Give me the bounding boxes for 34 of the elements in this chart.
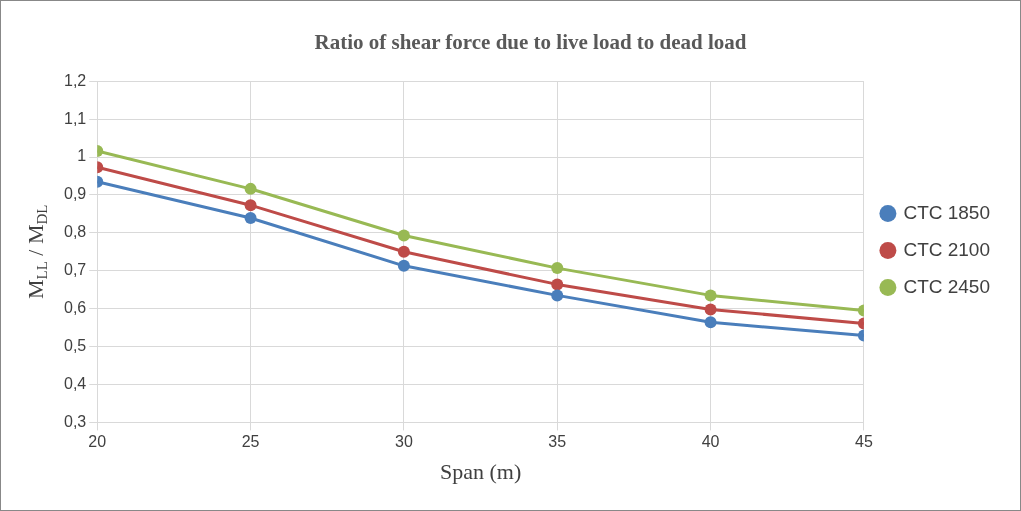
y-tick-label: 0,9 <box>63 185 87 203</box>
y-axis-title: MLL / MDL <box>23 204 50 300</box>
y-tick-label: 0,7 <box>63 261 87 279</box>
point <box>551 278 564 291</box>
x-tick-label: 30 <box>395 433 413 451</box>
x-tick-label: 45 <box>855 433 873 451</box>
point <box>704 289 717 302</box>
x-tick-label: 35 <box>548 433 567 451</box>
point <box>551 262 564 275</box>
y-tick-label: 1 <box>77 147 87 165</box>
y-tick-label: 0,4 <box>63 374 87 392</box>
legend-label: CTC 1850 <box>903 201 991 223</box>
legend-label: CTC 2450 <box>903 275 991 297</box>
x-tick-label: 20 <box>88 433 107 451</box>
x-tick-label: 40 <box>701 433 720 451</box>
chart-title: Ratio of shear force due to live load to dead load <box>314 30 747 55</box>
point <box>244 182 257 195</box>
y-tick-label: 1,2 <box>63 71 87 89</box>
point <box>397 245 410 258</box>
point <box>397 259 410 272</box>
x-axis-title: Span (m) <box>439 458 522 484</box>
y-tick-label: 0,5 <box>63 336 87 354</box>
point <box>704 303 717 316</box>
y-tick-label: 1,1 <box>63 109 87 127</box>
point <box>244 212 257 225</box>
x-tick-label: 25 <box>241 433 260 451</box>
point <box>397 229 410 242</box>
y-tick-label: 0,6 <box>63 299 87 317</box>
legend-label: CTC 2100 <box>903 238 991 260</box>
point <box>551 289 564 302</box>
point <box>704 316 717 329</box>
y-tick-label: 0,8 <box>63 223 87 241</box>
point <box>244 199 257 212</box>
y-tick-label: 0,3 <box>63 412 87 430</box>
